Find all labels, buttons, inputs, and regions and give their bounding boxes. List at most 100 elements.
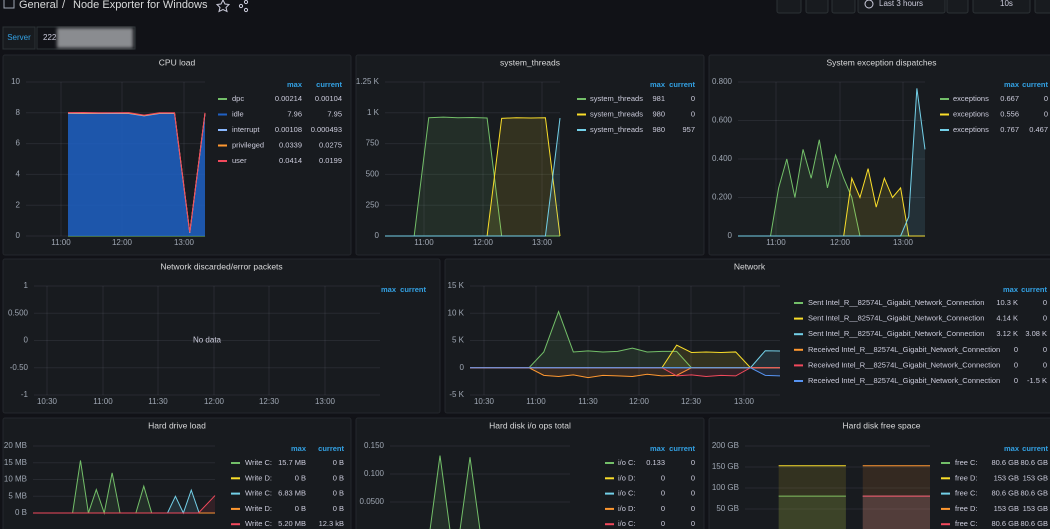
variable-label: Server	[7, 33, 31, 42]
legend-name: system_threads	[590, 109, 643, 118]
legend-swatch	[577, 129, 586, 131]
panel: system_threads 0 250 500 750 1 K 1.25 K 11:00 12…	[355, 54, 705, 256]
legend-swatch	[794, 348, 803, 351]
add-panel-button[interactable]	[776, 0, 802, 14]
panel: System exception dispatches 0 0.200 0.400 0.…	[708, 54, 1050, 256]
legend-max: 5.20 MB	[278, 519, 306, 528]
legend-max: 0 B	[295, 504, 306, 513]
legend-swatch	[218, 129, 227, 131]
panel-background	[444, 258, 1050, 414]
legend-name: Sent Intel_R__82574L_Gigabit_Network_Con…	[808, 329, 984, 338]
panel-title: Hard disk i/o ops total	[489, 420, 571, 430]
legend-max: 7.96	[287, 109, 302, 118]
legend-swatch	[941, 523, 950, 526]
y-tick-label: -1	[21, 390, 29, 399]
legend-current: 0 B	[333, 473, 344, 482]
time-range[interactable]: Last 3 hours	[879, 0, 923, 8]
legend-current: 0	[1043, 314, 1047, 323]
x-tick-label: 12:30	[259, 397, 280, 406]
refresh-picker[interactable]	[972, 0, 1031, 14]
save-button[interactable]	[805, 0, 829, 14]
y-tick-label: 0 B	[15, 508, 27, 517]
legend-swatch	[940, 129, 949, 131]
y-tick-label: 0.500	[8, 308, 29, 317]
redacted-area	[57, 28, 133, 48]
y-tick-label: 0	[16, 231, 21, 240]
legend-name: i/o C:	[618, 458, 636, 467]
dashboard-icon[interactable]	[3, 0, 15, 9]
share-button[interactable]	[238, 0, 249, 13]
legend-name: dpc	[232, 94, 244, 103]
x-tick-label: 12:00	[112, 238, 133, 247]
series-area	[738, 168, 925, 236]
refresh-interval[interactable]: 10s	[1000, 0, 1013, 8]
legend-name: Sent Intel_R__82574L_Gigabit_Network_Con…	[808, 298, 984, 307]
series-area	[470, 367, 780, 377]
legend-current: 0 B	[333, 489, 344, 498]
legend-name: Write D:	[245, 473, 272, 482]
legend-header: current	[400, 285, 426, 294]
y-tick-label: 0.800	[712, 77, 733, 86]
legend-current: 0 B	[333, 458, 344, 467]
panel-background	[355, 417, 705, 529]
legend-swatch	[605, 507, 614, 510]
dashboard-title[interactable]: Node Exporter for Windows	[73, 0, 208, 11]
legend-swatch	[218, 144, 227, 147]
y-tick-label: 500	[366, 170, 380, 179]
x-tick-label: 11:30	[148, 397, 168, 406]
series-area	[862, 465, 930, 529]
settings-button[interactable]	[831, 0, 856, 14]
legend-max: 4.14 K	[996, 314, 1018, 323]
legend-header: current	[316, 80, 342, 89]
legend-header: current	[1022, 80, 1048, 89]
panel-background	[2, 417, 352, 529]
x-tick-label: 13:00	[315, 397, 336, 406]
legend-current: 80.6 GB	[1020, 458, 1048, 467]
legend-max: 0	[1014, 360, 1018, 369]
variable-value[interactable]: 222	[43, 33, 57, 42]
series-line	[33, 495, 216, 514]
legend-current: 0	[1044, 109, 1048, 118]
legend-max: 0.767	[1000, 125, 1019, 134]
tv-button[interactable]	[1034, 0, 1050, 14]
legend-max: 0.667	[1000, 94, 1019, 103]
legend-name: privileged	[232, 140, 264, 149]
legend-name: i/o D:	[618, 504, 636, 513]
x-tick-label: 12:00	[473, 238, 494, 247]
legend-name: free C:	[955, 489, 978, 498]
legend-name: user	[232, 156, 247, 165]
no-data-message: No data	[193, 336, 222, 345]
panel-title: System exception dispatches	[826, 57, 936, 67]
legend-swatch	[941, 492, 950, 495]
y-tick-label: 1 K	[367, 108, 380, 117]
x-tick-label: 12:00	[204, 397, 225, 406]
x-tick-label: 10:30	[474, 397, 495, 406]
clock-icon	[864, 0, 874, 9]
y-tick-label: 0.400	[712, 154, 733, 163]
y-tick-label: 0.600	[712, 116, 733, 125]
panel: Network discarded/error packets -1 -0.50 0 0…	[2, 258, 441, 414]
zoom-out-button[interactable]	[946, 0, 969, 14]
legend-swatch	[794, 302, 803, 304]
legend-swatch	[231, 523, 240, 526]
legend-name: free D:	[955, 504, 978, 513]
legend-max: 153 GB	[994, 504, 1019, 513]
legend-header: current	[669, 444, 695, 453]
legend-swatch	[794, 317, 803, 320]
legend-swatch	[794, 333, 803, 336]
y-tick-label: 0.200	[712, 193, 733, 202]
legend-current: 0	[691, 489, 695, 498]
legend-header: current	[1021, 285, 1047, 294]
breadcrumb[interactable]: General	[19, 0, 58, 11]
legend-swatch	[941, 477, 950, 480]
time-picker[interactable]	[857, 0, 946, 14]
legend-name: idle	[232, 109, 244, 118]
legend-max: 0	[1014, 345, 1018, 354]
y-tick-label: 20 MB	[4, 441, 27, 450]
legend-max: 980	[652, 109, 665, 118]
y-tick-label: 15 K	[448, 281, 465, 290]
star-button[interactable]	[215, 0, 231, 13]
y-tick-label: 10 K	[448, 308, 465, 317]
legend-name: free C:	[955, 519, 978, 528]
x-tick-label: 11:00	[93, 397, 113, 406]
